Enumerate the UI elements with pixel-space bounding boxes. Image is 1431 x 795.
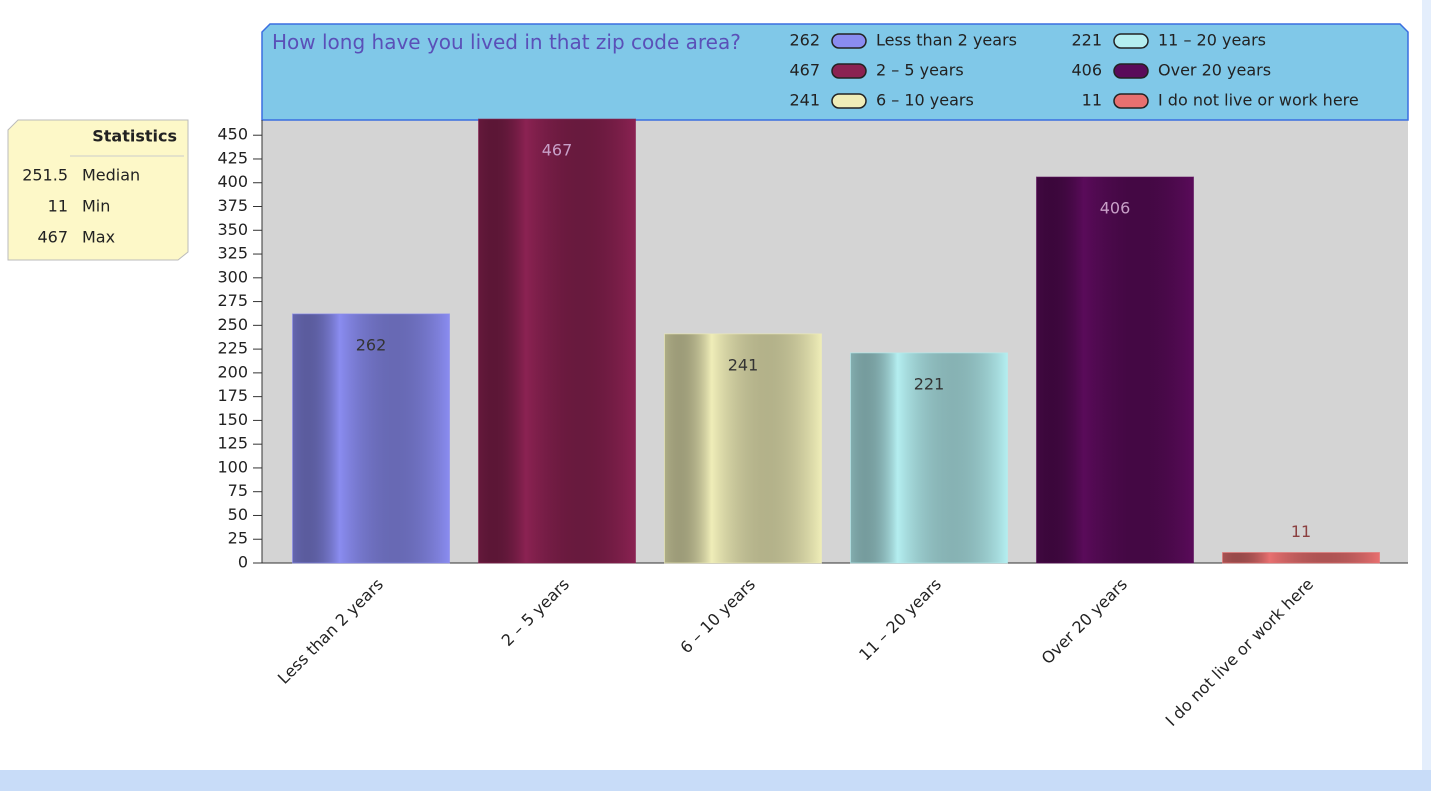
x-tick-label: Over 20 years: [1038, 575, 1131, 668]
stat-value: 251.5: [22, 166, 68, 185]
legend-label: 2 – 5 years: [876, 61, 964, 80]
y-tick-label: 450: [217, 125, 248, 144]
bar: [478, 118, 636, 564]
legend-value: 11: [1082, 91, 1102, 110]
y-tick-label: 50: [228, 505, 248, 524]
right-strip: [1422, 0, 1431, 770]
legend-swatch: [1113, 93, 1149, 109]
legend-label: Less than 2 years: [876, 31, 1017, 50]
bar: [664, 333, 822, 564]
bar: [1036, 176, 1194, 564]
data-label: 241: [728, 355, 759, 374]
y-tick-label: 0: [238, 553, 248, 572]
data-label: 11: [1291, 522, 1311, 541]
legend-value: 221: [1071, 31, 1102, 50]
legend-label: Over 20 years: [1158, 61, 1271, 80]
legend-swatch: [1113, 33, 1149, 49]
legend-swatch: [831, 33, 867, 49]
y-tick-label: 225: [217, 339, 248, 358]
legend-value: 467: [789, 61, 820, 80]
legend-label: 11 – 20 years: [1158, 31, 1266, 50]
stat-value: 11: [48, 197, 68, 216]
plot-area: [262, 120, 1408, 563]
x-tick-label: 6 – 10 years: [676, 575, 759, 658]
y-tick-label: 400: [217, 172, 248, 191]
y-tick-label: 325: [217, 244, 248, 263]
legend-swatch: [831, 63, 867, 79]
data-label: 262: [356, 335, 387, 354]
x-tick-label: I do not live or work here: [1162, 575, 1317, 730]
y-tick-label: 200: [217, 362, 248, 381]
stat-label: Max: [82, 228, 115, 247]
bar: [850, 352, 1008, 564]
legend-swatch: [831, 93, 867, 109]
stats-box: [7, 119, 189, 261]
data-label: 406: [1100, 199, 1131, 218]
legend-value: 406: [1071, 61, 1102, 80]
data-label: 221: [914, 374, 945, 393]
x-tick-label: 2 – 5 years: [498, 575, 573, 650]
stat-label: Min: [82, 197, 110, 216]
legend-label: 6 – 10 years: [876, 91, 974, 110]
y-tick-label: 25: [228, 529, 248, 548]
legend-value: 262: [789, 31, 820, 50]
chart-title: How long have you lived in that zip code…: [272, 30, 741, 54]
y-tick-label: 300: [217, 267, 248, 286]
y-tick-label: 425: [217, 148, 248, 167]
x-tick-label: 11 – 20 years: [855, 575, 945, 665]
data-label: 467: [542, 141, 573, 160]
y-tick-label: 375: [217, 196, 248, 215]
y-tick-label: 275: [217, 291, 248, 310]
y-tick-label: 150: [217, 410, 248, 429]
stat-value: 467: [37, 228, 68, 247]
legend-swatch: [1113, 63, 1149, 79]
bar: [292, 313, 450, 564]
title-box: How long have you lived in that zip code…: [272, 30, 741, 54]
y-tick-label: 125: [217, 434, 248, 453]
bottom-strip: [0, 770, 1431, 791]
legend-label: I do not live or work here: [1158, 91, 1359, 110]
y-tick-label: 100: [217, 457, 248, 476]
legend-value: 241: [789, 91, 820, 110]
y-tick-label: 75: [228, 481, 248, 500]
x-tick-label: Less than 2 years: [274, 575, 387, 688]
stats-title: Statistics: [92, 127, 177, 146]
bar: [1222, 552, 1380, 564]
stat-label: Median: [82, 166, 140, 185]
y-tick-label: 250: [217, 315, 248, 334]
y-tick-label: 350: [217, 220, 248, 239]
y-tick-label: 175: [217, 386, 248, 405]
